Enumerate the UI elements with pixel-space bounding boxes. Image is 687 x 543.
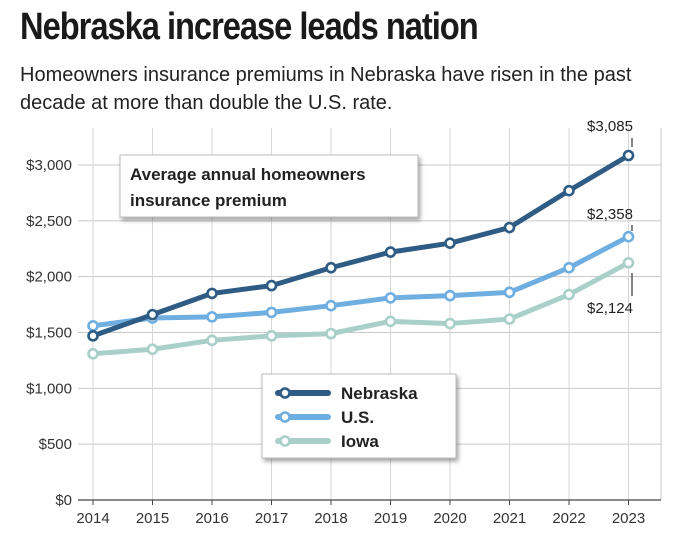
- x-tick-label: 2023: [612, 510, 645, 527]
- x-tick-label: 2017: [255, 510, 288, 527]
- annotation-label: $2,358: [587, 206, 633, 223]
- x-axis-ticks: 2014 2015 2016 2017 2018 2019 2020 2021 2022 2023: [76, 499, 661, 527]
- data-point: [265, 279, 278, 292]
- legend-label: Iowa: [341, 432, 379, 451]
- x-tick-label: 2021: [493, 510, 526, 527]
- data-point: [87, 330, 99, 342]
- data-point: [622, 230, 635, 243]
- data-point: [87, 319, 99, 332]
- data-point: [384, 292, 397, 304]
- chart-title-line-1: Average annual homeowners: [130, 165, 366, 184]
- data-point: [265, 306, 278, 319]
- y-tick-label: $500: [39, 436, 72, 453]
- data-point: [206, 311, 218, 323]
- chart-title-box: Average annual homeowners insurance prem…: [119, 154, 419, 218]
- data-point: [444, 289, 456, 302]
- y-tick-label: $2,500: [26, 213, 72, 230]
- data-point: [325, 261, 337, 274]
- data-point: [325, 327, 337, 340]
- chart-title-line-2: insurance premium: [130, 191, 287, 210]
- data-point: [563, 184, 575, 197]
- annotation-label: $3,085: [587, 118, 633, 135]
- value-annotations: $3,085 $2,358 $2,124: [587, 118, 633, 317]
- series-lines: [87, 149, 635, 360]
- data-point: [444, 317, 456, 330]
- x-tick-label: 2022: [552, 510, 585, 527]
- legend-label: Nebraska: [341, 384, 418, 403]
- x-tick-label: 2015: [136, 510, 169, 527]
- chart-title-box-bg: [119, 154, 419, 218]
- series-u-s: [87, 230, 635, 332]
- data-point: [444, 237, 456, 249]
- y-tick-label: $1,500: [26, 325, 72, 342]
- y-tick-label: $1,000: [26, 380, 72, 397]
- data-point: [87, 347, 99, 360]
- series-iowa: [87, 257, 635, 360]
- data-point: [622, 149, 635, 162]
- data-point: [503, 313, 516, 325]
- x-tick-label: 2019: [374, 510, 407, 527]
- data-point: [622, 257, 635, 269]
- series-line: [90, 260, 631, 357]
- data-point: [146, 308, 159, 321]
- series-line: [90, 234, 631, 329]
- legend-swatch-marker: [279, 435, 291, 447]
- data-point: [265, 330, 278, 342]
- x-tick-label: 2016: [195, 510, 228, 527]
- data-point: [503, 221, 516, 234]
- x-tick-label: 2018: [314, 510, 347, 527]
- legend: Nebraska U.S. Iowa: [261, 373, 457, 459]
- x-tick-label: 2020: [433, 510, 466, 527]
- y-tick-label: $2,000: [26, 269, 72, 286]
- data-point: [206, 334, 218, 347]
- annotation-label: $2,124: [587, 300, 633, 317]
- data-point: [384, 246, 397, 258]
- data-point: [146, 343, 159, 356]
- page-title: Nebraska increase leads nation: [20, 6, 479, 48]
- series-line: [90, 153, 631, 339]
- y-tick-label: $0: [55, 492, 72, 509]
- data-point: [563, 261, 575, 274]
- page-subtitle: Homeowners insurance premiums in Nebrask…: [20, 64, 632, 114]
- data-point: [503, 286, 516, 299]
- x-tick-label: 2014: [76, 510, 109, 527]
- data-point: [206, 287, 218, 300]
- data-point: [563, 288, 575, 301]
- legend-swatch-marker: [279, 411, 291, 423]
- y-tick-label: $3,000: [26, 157, 72, 174]
- data-point: [325, 299, 337, 312]
- y-axis-ticks: $0 $500 $1,000 $1,500 $2,000 $2,500 $3,000: [26, 157, 72, 509]
- legend-label: U.S.: [341, 408, 374, 427]
- legend-swatch-marker: [279, 387, 291, 399]
- data-point: [384, 315, 397, 328]
- series-nebraska: [87, 149, 635, 342]
